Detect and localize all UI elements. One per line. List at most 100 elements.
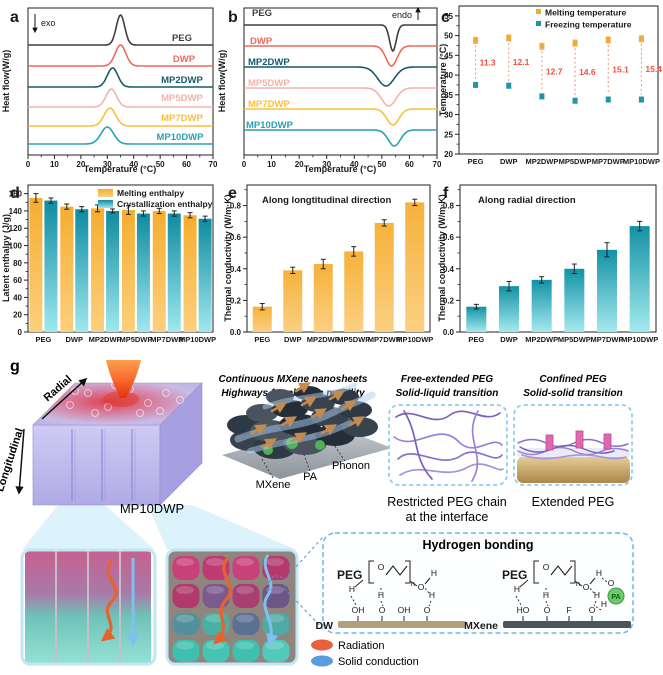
svg-text:35: 35 [444, 91, 453, 100]
svg-text:20: 20 [76, 160, 85, 169]
substrate-label-DW: DW [316, 620, 334, 632]
bar-MP5DWP [121, 210, 135, 332]
surface-group-label: O [379, 605, 386, 615]
category-label: PEG [254, 335, 270, 344]
confined-peg-title-line2: Solid-solid transition [523, 388, 622, 399]
curve-label-MP10DWP: MP10DWP [246, 120, 294, 131]
radiation-arrow-icon [213, 556, 232, 645]
svg-text:0.8: 0.8 [230, 202, 242, 211]
legend-swatch-freezing [536, 21, 541, 26]
svg-text:O: O [418, 582, 425, 592]
svg-text:H: H [596, 568, 602, 578]
dsc-curve-DWP [28, 44, 213, 67]
supercooling-label: 14.6 [579, 67, 596, 77]
y-axis-title: Thermal conductivity (W/m·K) [223, 194, 233, 322]
category-label: PEG [468, 157, 484, 166]
bar-MP7DWP [597, 249, 617, 332]
svg-text:0: 0 [18, 328, 23, 337]
confined-peg-caption: Extended PEG [532, 495, 615, 509]
hbond-polymer-label: PEG [337, 568, 362, 582]
radiation-legend-label: Radiation [338, 640, 384, 652]
svg-text:80: 80 [13, 259, 22, 268]
category-label: MP7DWP [368, 335, 401, 344]
legend-swatch [98, 189, 113, 197]
freezing-point-marker [605, 97, 611, 103]
svg-text:120: 120 [9, 224, 23, 233]
axes-frame-f [459, 184, 657, 333]
charts-group: a b c d e f 0 10 20 30 40 50 60 70 Temperature (°C) Hea… [1, 5, 662, 344]
svg-text:0.2: 0.2 [230, 296, 242, 305]
freezing-point-marker [638, 97, 644, 103]
svg-text:0.4: 0.4 [230, 265, 242, 274]
svg-text:0.0: 0.0 [230, 328, 242, 337]
channel-inset [20, 548, 157, 666]
category-label: MP5DWP [119, 335, 152, 344]
panel-letter-g: g [10, 358, 20, 375]
svg-text:40: 40 [444, 71, 453, 80]
exo-annotation: exo [41, 18, 56, 28]
direction-annotation: Along longtitudinal direction [262, 195, 391, 206]
supercooling-label: 11.3 [480, 58, 496, 68]
bar-MP7DWP [374, 222, 394, 332]
category-label: MP2DWP [525, 335, 558, 344]
category-label: PEG [468, 335, 484, 344]
category-label: DWP [500, 335, 518, 344]
bar-MP2DWP [91, 208, 105, 332]
svg-text:O: O [608, 578, 615, 588]
free-extended-peg-panel: Free-extended PEG Solid-liquid transitio… [387, 374, 508, 524]
phonon-arrows [250, 382, 366, 450]
svg-text:O: O [543, 562, 550, 572]
hbond-title: Hydrogen bonding [422, 538, 533, 552]
mp10dwp-block: Radial Longitudinal MP10DWP [0, 360, 203, 516]
legend-swatch-melting [536, 9, 541, 14]
melting-point-marker [539, 43, 545, 49]
bar-MP5DWP [344, 251, 364, 332]
freezing-point-marker [539, 93, 545, 99]
category-label: DWP [66, 335, 84, 344]
surface-group-label: OH [398, 605, 411, 615]
dsc-curve-DWP [244, 45, 437, 67]
bar-MP7DWP [167, 213, 181, 332]
panel-g-schematic: g Radial Longitudinal MP10DWP Conti [0, 358, 634, 668]
x-axis-title: Temperature (°C) [304, 164, 376, 174]
bar-DWP [75, 209, 89, 332]
legend-label-melting: Melting temperature [545, 8, 627, 18]
pillar-icon [603, 433, 612, 450]
dsc-curve-MP2DWP [28, 67, 213, 88]
mxene-label: MXene [256, 479, 291, 491]
svg-text:O: O [378, 562, 385, 572]
freezing-point-marker [506, 83, 512, 89]
panel-letter-e: e [228, 185, 237, 202]
svg-text:0: 0 [26, 160, 31, 169]
pillar-icon [545, 434, 554, 451]
svg-text:30: 30 [444, 111, 453, 120]
svg-text:10: 10 [50, 160, 59, 169]
svg-text:O: O [583, 582, 590, 592]
svg-text:0: 0 [242, 160, 247, 169]
bar-MP2DWP [313, 264, 333, 332]
svg-text:50: 50 [444, 32, 453, 41]
legend-swatch [98, 200, 113, 208]
dsc-curve-MP5DWP [28, 88, 213, 108]
solid-conduction-legend-icon [311, 655, 333, 667]
supercooling-label: 15.4 [645, 64, 662, 74]
curve-label-MP7DWP: MP7DWP [248, 99, 290, 110]
bar-MP10DWP [629, 226, 650, 332]
peg-chain-squiggles [393, 410, 504, 482]
svg-text:H: H [431, 568, 437, 578]
magnify-circle [268, 575, 286, 593]
svg-text:20: 20 [444, 150, 453, 159]
svg-text:100: 100 [9, 242, 23, 251]
confined-substrate [517, 457, 630, 483]
heat-spot [103, 391, 139, 407]
category-label: MP7DWP [150, 335, 183, 344]
legend-label: Crystallization enthalpy [117, 199, 213, 209]
svg-text:H: H [601, 599, 607, 609]
axes-frame-d [27, 184, 214, 333]
bar-MP10DWP [405, 202, 425, 332]
hbond-polymer-label: PEG [502, 568, 527, 582]
svg-text:H: H [378, 590, 384, 600]
y-axis-title: Latent enthalpy (J/g) [1, 214, 11, 302]
